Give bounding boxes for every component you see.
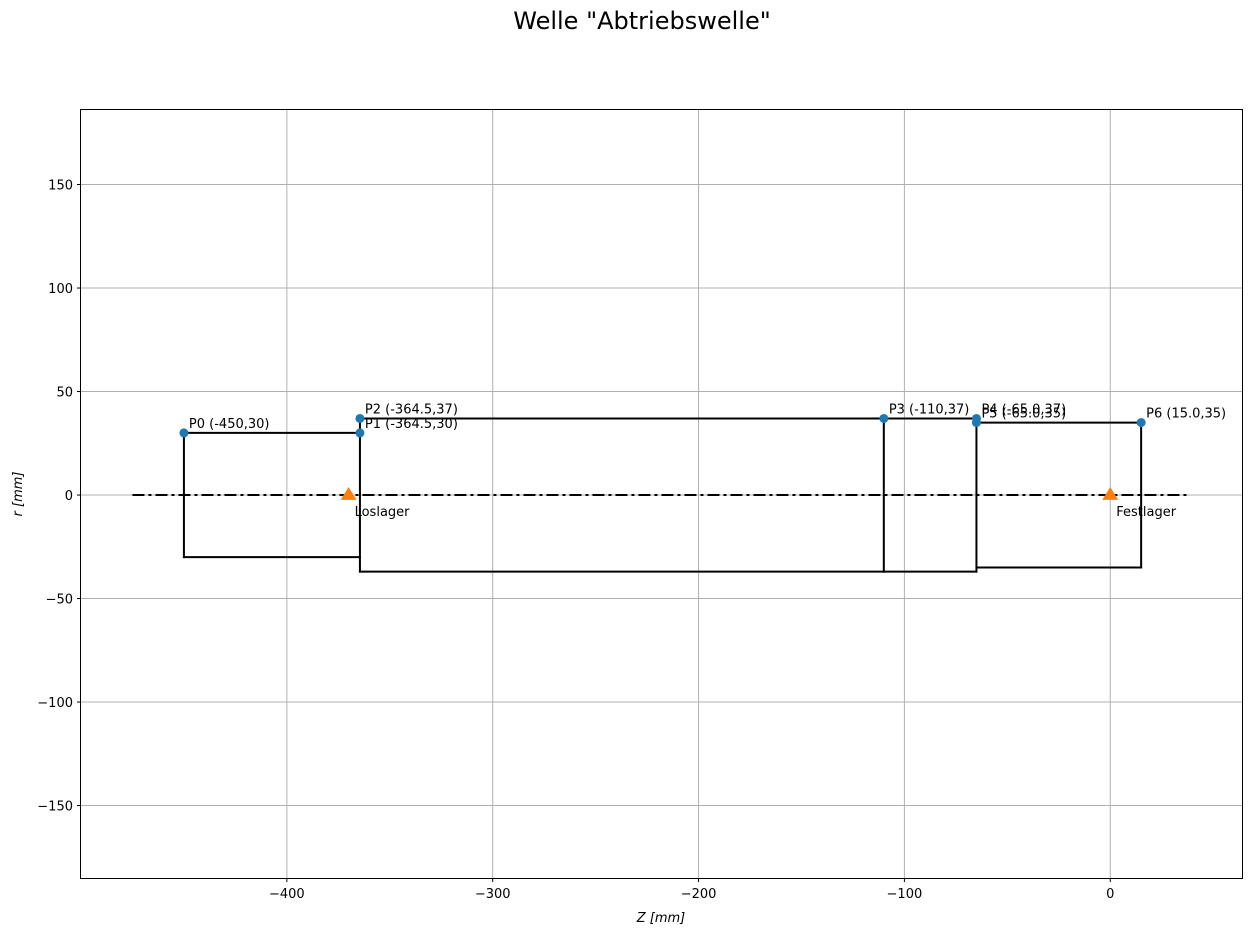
outline-points: P0 (-450,30) P1 (-364.5,30)P2 (-364.5,37)… — [179, 402, 1226, 438]
y-tick-label: 50 — [56, 386, 73, 401]
outline-point — [355, 413, 365, 423]
chart-title: Welle "Abtriebswelle" — [513, 7, 771, 35]
bearing-markers: Loslager Festlager — [340, 487, 1177, 520]
y-axis-label: r [mm] — [11, 472, 26, 517]
plot-frame — [80, 109, 1243, 879]
x-axis-ticks: −400 −300 −200 −100 0 — [269, 878, 1114, 902]
y-tick-label: 150 — [48, 179, 73, 194]
outline-point — [1136, 418, 1146, 428]
x-axis-label: Z [mm] — [636, 911, 686, 926]
outline-point — [355, 428, 365, 438]
bearing-label: Festlager — [1116, 505, 1176, 520]
point-label: P6 (15.0,35) — [1146, 407, 1226, 422]
y-axis-ticks: −150 −100 −50 0 50 100 150 — [37, 179, 81, 815]
y-tick-label: −100 — [37, 696, 73, 711]
bearing-marker — [340, 487, 357, 500]
x-tick-label: −300 — [475, 887, 511, 902]
point-label: P2 (-364.5,37) — [365, 402, 458, 417]
bearing-marker — [1102, 487, 1119, 500]
y-tick-label: −150 — [37, 800, 73, 815]
x-tick-label: −100 — [887, 887, 923, 902]
point-label: P5 (-65.0,35) — [981, 407, 1066, 422]
y-tick-label: 0 — [65, 489, 73, 504]
x-tick-label: −200 — [681, 887, 717, 902]
outline-point — [971, 418, 981, 428]
bearing-label: Loslager — [355, 505, 411, 520]
outline-point — [179, 428, 189, 438]
y-tick-label: −50 — [46, 593, 73, 608]
point-label: P3 (-110,37) — [889, 402, 970, 417]
point-label: P0 (-450,30) — [189, 417, 270, 432]
shaft-outline — [182, 417, 1143, 573]
outline-point — [879, 413, 889, 423]
point-label: P1 (-364.5,30) — [365, 417, 458, 432]
x-tick-label: −400 — [269, 887, 305, 902]
x-tick-label: 0 — [1106, 887, 1114, 902]
point-label: P4 (-65.0,37) — [981, 402, 1066, 417]
y-tick-label: 100 — [48, 282, 73, 297]
